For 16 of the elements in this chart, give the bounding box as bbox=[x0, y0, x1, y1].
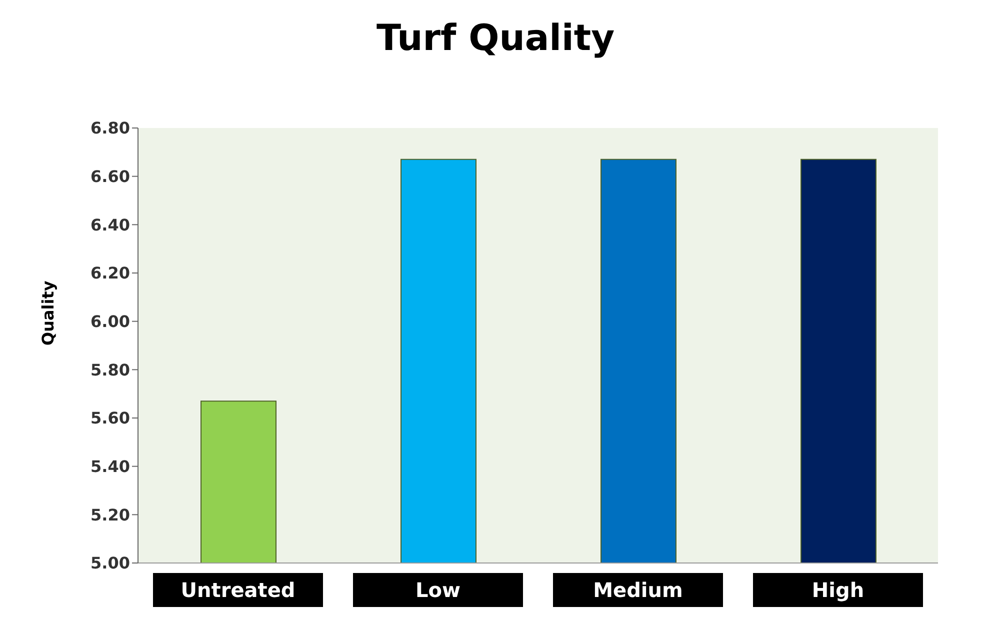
x-tick-label: Low bbox=[416, 578, 460, 602]
y-tick-label: 5.80 bbox=[90, 360, 130, 380]
y-tick-label: 6.40 bbox=[90, 215, 130, 234]
x-tick-label: Medium bbox=[593, 578, 683, 602]
y-tick-label: 6.20 bbox=[90, 264, 130, 283]
y-axis-title: Quality bbox=[38, 280, 58, 346]
x-tick-label: Untreated bbox=[180, 578, 296, 602]
x-tick-label: High bbox=[812, 578, 864, 602]
chart-title: Turf Quality bbox=[375, 17, 616, 61]
y-tick-label: 5.20 bbox=[90, 505, 130, 524]
y-tick-label: 5.60 bbox=[90, 408, 130, 428]
y-tick-label: 5.00 bbox=[90, 554, 130, 573]
y-tick-label: 6.60 bbox=[90, 167, 130, 186]
y-tick-label: 6.80 bbox=[90, 118, 130, 138]
y-tick-label: 6.00 bbox=[90, 312, 130, 332]
y-tick-label: 5.40 bbox=[90, 457, 130, 476]
